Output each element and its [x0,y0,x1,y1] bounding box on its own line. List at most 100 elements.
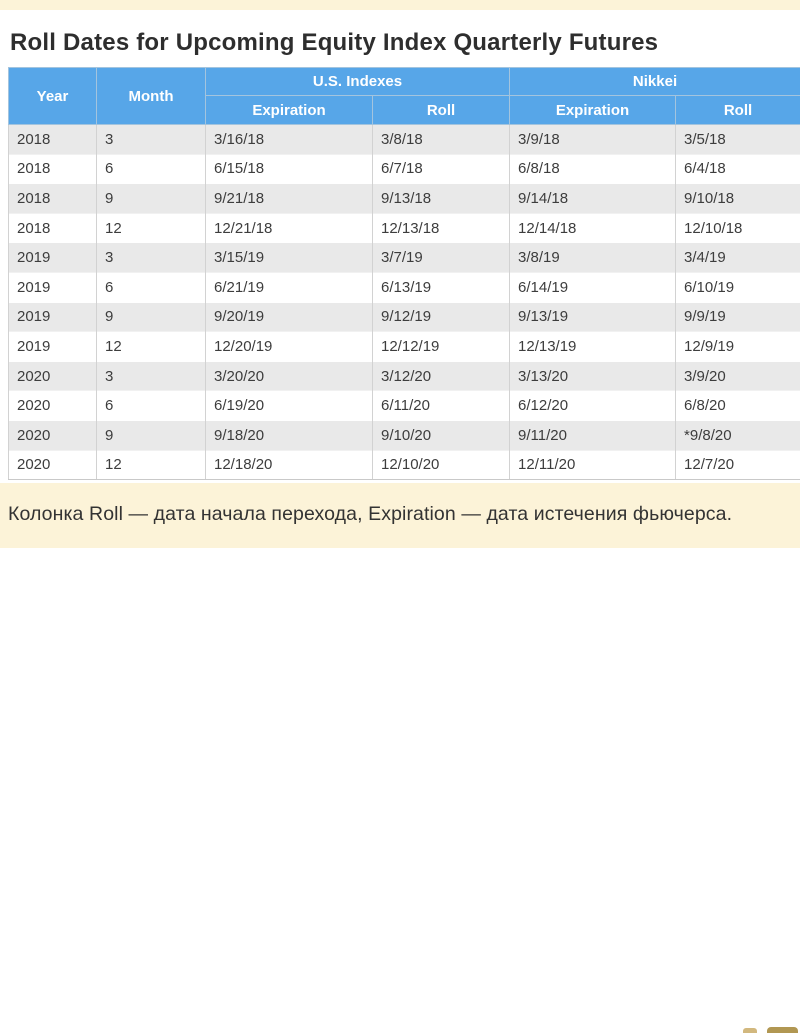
content-area: Roll Dates for Upcoming Equity Index Qua… [0,10,800,483]
top-cream-band [0,0,800,10]
cell-us-roll: 9/10/20 [373,420,510,450]
table-row: 2019 6 6/21/19 6/13/19 6/14/19 6/10/19 [9,272,800,302]
cell-nikkei-roll: 12/10/18 [676,213,800,243]
cell-nikkei-roll: 12/9/19 [676,332,800,362]
cell-year: 2019 [9,272,97,302]
cell-nikkei-roll: 3/5/18 [676,125,800,155]
column-header-year: Year [9,68,97,125]
cell-us-roll: 3/7/19 [373,243,510,273]
page-title: Roll Dates for Upcoming Equity Index Qua… [10,29,658,57]
cell-us-roll: 6/13/19 [373,272,510,302]
cell-nikkei-roll: 9/9/19 [676,302,800,332]
cell-month: 9 [97,420,206,450]
cell-nikkei-expiration: 6/14/19 [510,272,676,302]
cell-year: 2018 [9,213,97,243]
cell-year: 2019 [9,243,97,273]
cell-month: 12 [97,450,206,480]
table-row: 2020 12 12/18/20 12/10/20 12/11/20 12/7/… [9,450,800,480]
cell-us-roll: 3/8/18 [373,125,510,155]
table-row: 2018 3 3/16/18 3/8/18 3/9/18 3/5/18 [9,125,800,155]
table-header-group-row: Year Month U.S. Indexes Nikkei [9,68,800,96]
cell-month: 9 [97,302,206,332]
cell-us-roll: 6/11/20 [373,391,510,421]
cell-us-roll: 12/13/18 [373,213,510,243]
cell-nikkei-expiration: 12/11/20 [510,450,676,480]
cell-us-roll: 9/13/18 [373,184,510,214]
cell-nikkei-expiration: 6/8/18 [510,154,676,184]
cell-year: 2020 [9,450,97,480]
cell-us-expiration: 9/20/19 [206,302,373,332]
cell-us-expiration: 3/15/19 [206,243,373,273]
cell-nikkei-expiration: 12/13/19 [510,332,676,362]
cell-month: 6 [97,154,206,184]
cell-nikkei-expiration: 9/13/19 [510,302,676,332]
cell-us-roll: 3/12/20 [373,361,510,391]
cell-us-expiration: 12/18/20 [206,450,373,480]
cell-nikkei-roll: 3/4/19 [676,243,800,273]
cell-us-expiration: 6/19/20 [206,391,373,421]
cell-us-roll: 6/7/18 [373,154,510,184]
table-row: 2020 6 6/19/20 6/11/20 6/12/20 6/8/20 [9,391,800,421]
cell-nikkei-roll: *9/8/20 [676,420,800,450]
cell-month: 9 [97,184,206,214]
table-row: 2018 6 6/15/18 6/7/18 6/8/18 6/4/18 [9,154,800,184]
column-header-nikkei-roll: Roll [676,96,800,125]
cell-year: 2018 [9,154,97,184]
table-row: 2018 12 12/21/18 12/13/18 12/14/18 12/10… [9,213,800,243]
cut-off-gold-element [767,1027,798,1033]
cell-month: 3 [97,361,206,391]
footer-note: Колонка Roll — дата начала перехода, Exp… [8,503,792,526]
column-header-month: Month [97,68,206,125]
table-header: Year Month U.S. Indexes Nikkei Expiratio… [9,68,800,125]
cell-year: 2020 [9,391,97,421]
cell-year: 2020 [9,420,97,450]
cell-month: 6 [97,391,206,421]
cell-year: 2018 [9,125,97,155]
column-header-nikkei-expiration: Expiration [510,96,676,125]
cell-month: 3 [97,243,206,273]
table-row: 2020 9 9/18/20 9/10/20 9/11/20 *9/8/20 [9,420,800,450]
cell-nikkei-expiration: 3/9/18 [510,125,676,155]
cell-year: 2020 [9,361,97,391]
cell-nikkei-roll: 12/7/20 [676,450,800,480]
roll-dates-table: Year Month U.S. Indexes Nikkei Expiratio… [8,67,800,480]
cell-us-expiration: 6/21/19 [206,272,373,302]
cell-nikkei-roll: 3/9/20 [676,361,800,391]
cell-us-expiration: 9/21/18 [206,184,373,214]
group-header-nikkei: Nikkei [510,68,800,96]
cell-us-expiration: 3/16/18 [206,125,373,155]
cell-month: 6 [97,272,206,302]
cell-us-expiration: 3/20/20 [206,361,373,391]
cell-nikkei-expiration: 12/14/18 [510,213,676,243]
cell-month: 12 [97,332,206,362]
cell-us-expiration: 6/15/18 [206,154,373,184]
table-body: 2018 3 3/16/18 3/8/18 3/9/18 3/5/18 2018… [9,125,800,480]
cell-month: 3 [97,125,206,155]
cell-year: 2018 [9,184,97,214]
table-row: 2019 12 12/20/19 12/12/19 12/13/19 12/9/… [9,332,800,362]
cell-nikkei-expiration: 6/12/20 [510,391,676,421]
table-row: 2020 3 3/20/20 3/12/20 3/13/20 3/9/20 [9,361,800,391]
column-header-us-roll: Roll [373,96,510,125]
cell-us-roll: 9/12/19 [373,302,510,332]
cell-us-expiration: 12/21/18 [206,213,373,243]
cell-year: 2019 [9,302,97,332]
cell-us-expiration: 9/18/20 [206,420,373,450]
cell-month: 12 [97,213,206,243]
cell-us-roll: 12/12/19 [373,332,510,362]
table-row: 2019 3 3/15/19 3/7/19 3/8/19 3/4/19 [9,243,800,273]
cell-nikkei-expiration: 3/13/20 [510,361,676,391]
cell-nikkei-roll: 6/10/19 [676,272,800,302]
column-header-us-expiration: Expiration [206,96,373,125]
table-row: 2019 9 9/20/19 9/12/19 9/13/19 9/9/19 [9,302,800,332]
cut-off-gold-element [743,1028,757,1033]
cell-nikkei-roll: 6/4/18 [676,154,800,184]
cell-year: 2019 [9,332,97,362]
table-row: 2018 9 9/21/18 9/13/18 9/14/18 9/10/18 [9,184,800,214]
cell-nikkei-expiration: 3/8/19 [510,243,676,273]
cell-nikkei-roll: 9/10/18 [676,184,800,214]
cell-us-expiration: 12/20/19 [206,332,373,362]
cell-us-roll: 12/10/20 [373,450,510,480]
group-header-us-indexes: U.S. Indexes [206,68,510,96]
cell-nikkei-expiration: 9/14/18 [510,184,676,214]
